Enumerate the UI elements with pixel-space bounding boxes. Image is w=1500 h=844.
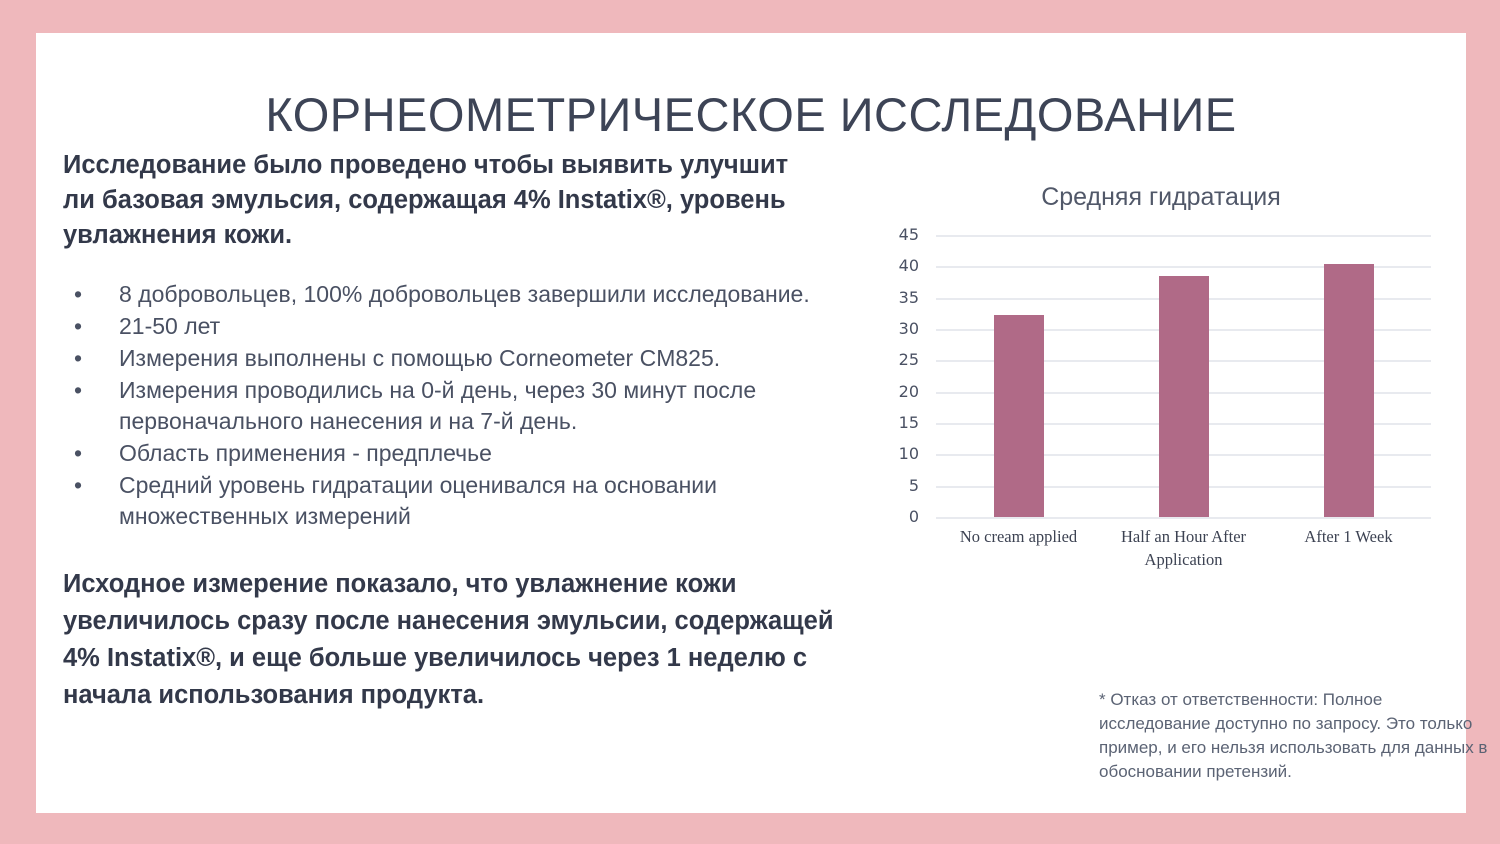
chart-x-tick-label: No cream applied — [959, 527, 1078, 546]
list-item: • 21-50 лет — [63, 311, 823, 342]
chart-gridline — [936, 517, 1431, 519]
chart-y-tick-label: 20 — [898, 381, 919, 401]
list-item: • Измерения проводились на 0-й день, чер… — [63, 375, 823, 437]
bullet-icon: • — [74, 313, 83, 339]
list-item-label: Измерения выполнены с помощью Corneomete… — [119, 345, 721, 371]
chart-y-tick-label: 45 — [898, 225, 919, 244]
chart-plot-area: 0 5 10 15 20 25 30 35 40 45 — [899, 227, 1431, 525]
chart-gridline — [936, 266, 1431, 269]
closing-paragraph: Исходное измерение показало, что увлажне… — [63, 570, 834, 709]
list-item-label: 8 добровольцев, 100% добровольцев заверш… — [119, 281, 810, 307]
disclaimer-note: * Отказ от ответственности: Полное иссле… — [1099, 690, 1488, 781]
study-details-list: • 8 добровольцев, 100% добровольцев заве… — [63, 279, 823, 532]
chart-y-tick-label: 35 — [898, 287, 919, 307]
list-item-label: Средний уровень гидратации оценивался на… — [119, 472, 717, 529]
chart-y-tick-label: 40 — [898, 256, 919, 276]
list-item-label: 21-50 лет — [119, 313, 221, 339]
bar-chart: 0 5 10 15 20 25 30 35 40 45 No cream applied Half … — [881, 227, 1441, 578]
left-content-column: Исследование было проведено чтобы выявит… — [63, 148, 873, 714]
chart-y-tick-label: 25 — [898, 350, 919, 370]
chart-y-tick-label: 0 — [908, 507, 919, 526]
bullet-icon: • — [74, 345, 83, 371]
bullet-icon: • — [74, 472, 83, 498]
chart-x-axis-labels: No cream applied Half an Hour After Appli… — [936, 525, 1431, 571]
list-item: • Средний уровень гидратации оценивался … — [63, 470, 823, 532]
bullet-icon: • — [74, 440, 83, 466]
chart-x-tick-label: After 1 Week — [1304, 527, 1393, 546]
chart-gridline — [936, 235, 1431, 237]
bullet-icon: • — [74, 281, 83, 307]
slide-panel: КОРНЕОМЕТРИЧЕСКОЕ ИССЛЕДОВАНИЕ Исследова… — [36, 33, 1487, 813]
bullet-icon: • — [74, 377, 83, 403]
lead-paragraph: Исследование было проведено чтобы выявит… — [63, 151, 789, 249]
list-item-label: Измерения проводились на 0-й день, через… — [119, 377, 757, 434]
list-item: • Измерения выполнены с помощью Corneome… — [63, 343, 823, 374]
page-title: КОРНЕОМЕТРИЧЕСКОЕ ИССЛЕДОВАНИЕ — [265, 88, 1237, 141]
right-chart-column: Средняя гидратация 0 5 10 15 20 25 30 35 40 45 No… — [881, 148, 1488, 781]
chart-bar — [1158, 275, 1209, 517]
chart-y-tick-label: 30 — [898, 319, 919, 338]
chart-x-tick-label: Half an Hour After Application — [1120, 527, 1247, 569]
chart-bar — [1323, 264, 1374, 517]
chart-y-tick-label: 10 — [898, 444, 919, 464]
chart-title: Средняя гидратация — [1041, 183, 1281, 211]
chart-bar — [993, 315, 1044, 517]
chart-y-tick-label: 15 — [898, 413, 919, 432]
chart-y-tick-label: 5 — [908, 475, 919, 495]
list-item-label: Область применения - предплечье — [119, 440, 492, 466]
list-item: • Область применения - предплечье — [63, 438, 823, 469]
list-item: • 8 добровольцев, 100% добровольцев заве… — [63, 279, 823, 310]
